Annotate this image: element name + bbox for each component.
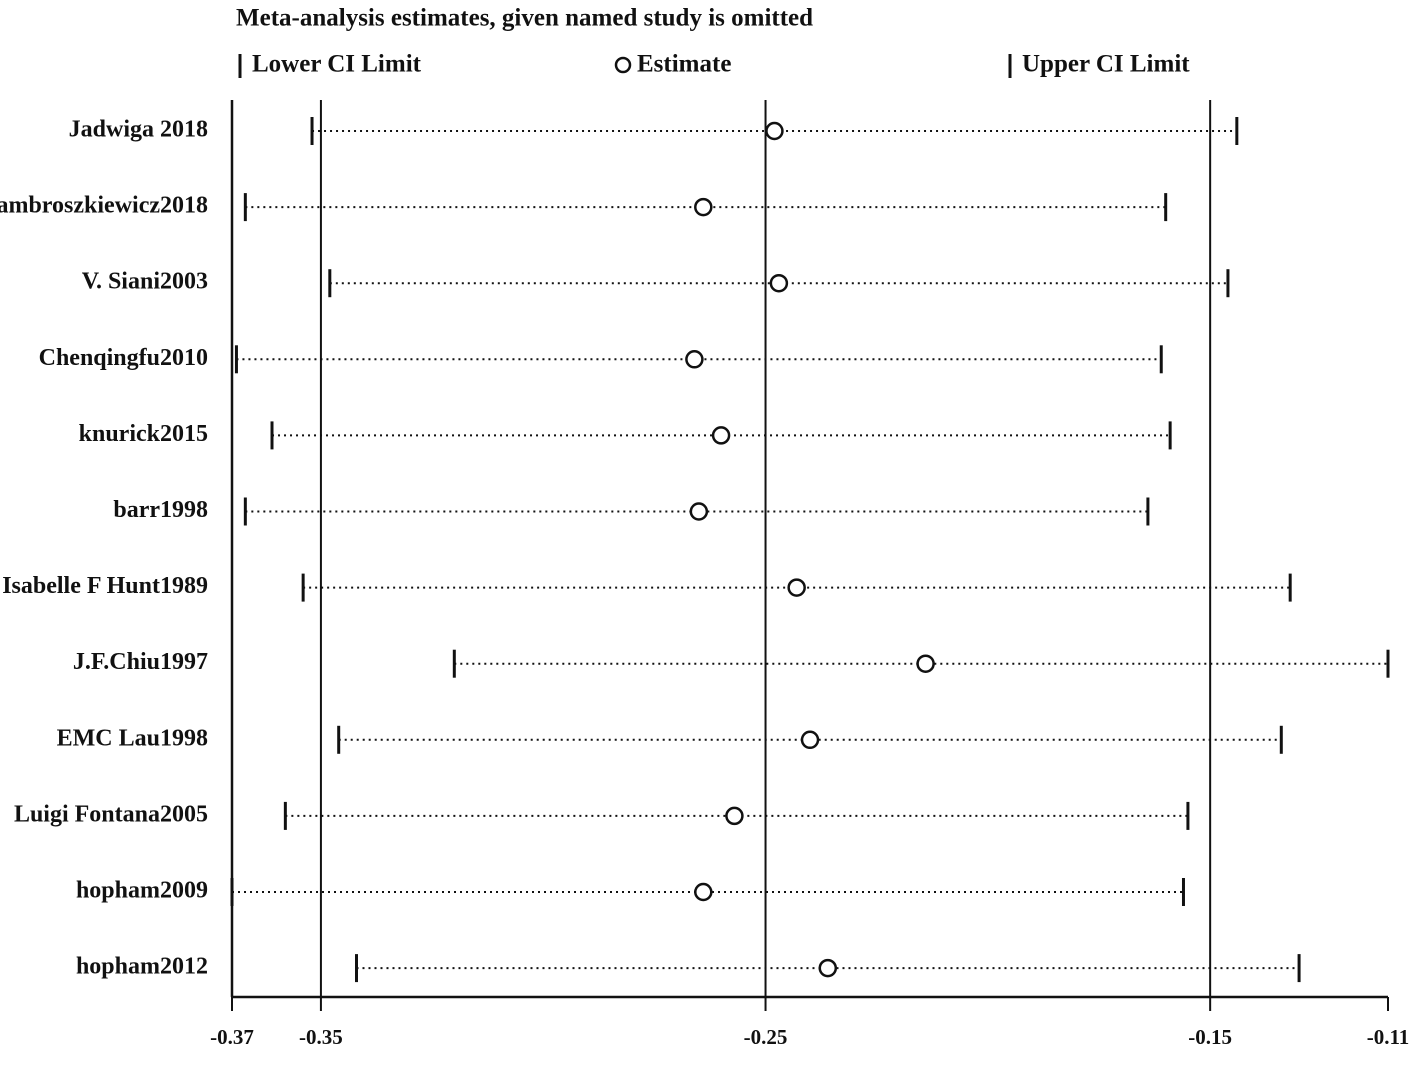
- category-label: EMC Lau1998: [57, 725, 208, 751]
- legend-estimate-symbol: [614, 56, 632, 74]
- category-label: ambroszkiewicz2018: [0, 193, 208, 219]
- estimate: [685, 350, 704, 369]
- estimate: [787, 578, 806, 597]
- estimate: [765, 121, 784, 141]
- estimate: [800, 730, 820, 750]
- category-label: hopham2009: [76, 878, 208, 904]
- estimate: [711, 426, 731, 445]
- estimate: [689, 502, 709, 521]
- category-label: Isabelle F Hunt1989: [2, 573, 208, 599]
- x-tick-label: -0.15: [1188, 1025, 1232, 1049]
- estimate: [769, 273, 789, 293]
- estimate: [725, 806, 744, 826]
- legend-lower: Lower CI Limit: [252, 51, 422, 78]
- x-tick-label: -0.25: [744, 1025, 788, 1049]
- category-label: barr1998: [113, 497, 208, 523]
- estimate: [694, 197, 713, 217]
- estimate: [694, 882, 713, 902]
- category-label: J.F.Chiu1997: [73, 649, 208, 675]
- category-label: Luigi Fontana2005: [14, 801, 208, 827]
- estimate: [916, 654, 935, 673]
- category-label: V. Siani2003: [82, 269, 208, 295]
- category-label: hopham2012: [76, 954, 208, 980]
- x-tick-label: -0.11: [1367, 1025, 1410, 1049]
- estimate: [818, 958, 838, 978]
- x-tick-label: -0.37: [210, 1025, 254, 1049]
- legend-estimate: Estimate: [637, 51, 731, 78]
- category-label: knurick2015: [79, 421, 208, 447]
- legend-upper: Upper CI Limit: [1022, 51, 1190, 78]
- x-tick-label: -0.35: [299, 1025, 343, 1049]
- category-label: Chenqingfu2010: [39, 345, 208, 371]
- chart-title: Meta-analysis estimates, given named stu…: [236, 5, 813, 32]
- category-label: Jadwiga 2018: [69, 117, 208, 143]
